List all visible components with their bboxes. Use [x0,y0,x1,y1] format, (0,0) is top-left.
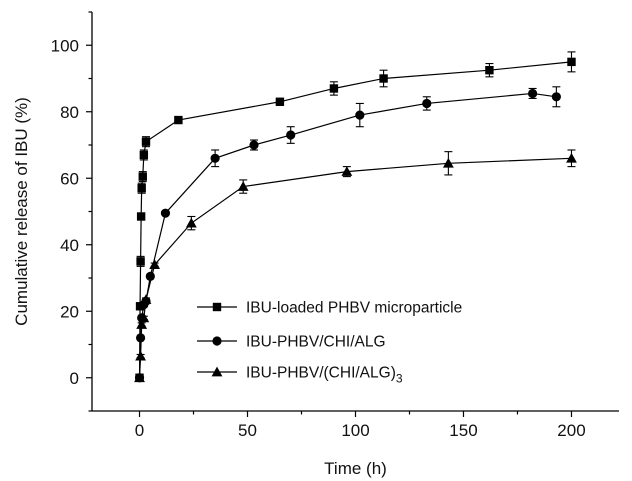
data-point [140,294,152,304]
data-point [136,319,148,329]
data-point [355,110,365,120]
data-point [210,153,220,163]
legend: IBU-loaded PHBV microparticle IBU-PHBV/CH… [197,300,462,386]
data-point [138,172,147,181]
data-point [329,84,339,93]
x-tick-label: 150 [449,421,477,440]
legend-label: IBU-PHBV/(CHI/ALG)3 [246,365,403,386]
data-point [442,157,454,168]
data-point [134,372,145,383]
data-point [275,97,285,106]
data-point [286,130,296,140]
data-point [566,152,577,163]
legend-marker [212,302,222,312]
data-point [567,57,576,67]
y-tick-label: 80 [60,103,79,122]
legend-entry: IBU-PHBV/CHI/ALG [197,334,386,351]
y-tick-label: 20 [60,302,79,321]
data-point [341,166,353,176]
data-point [136,257,145,266]
data-point [379,74,388,83]
data-point [145,271,155,281]
data-point [138,312,150,323]
data-point [137,184,146,193]
data-point [185,217,197,228]
y-tick-label: 40 [60,236,79,255]
data-point [135,333,146,343]
data-point [422,98,432,109]
data-point [136,212,146,221]
legend-label: IBU-PHBV/CHI/ALG [246,334,386,351]
y-tick-label: 0 [70,369,79,388]
data-point [551,92,561,102]
data-point [135,350,146,361]
x-tick-label: 200 [557,421,585,440]
x-tick-label: 0 [135,421,144,440]
series-line [138,61,572,378]
data-point [149,259,161,270]
legend-entry: IBU-PHBV/(CHI/ALG)3 [197,365,403,386]
y-tick-label: 60 [60,169,79,188]
data-point [160,208,171,218]
data-point [528,88,538,99]
y-axis-title: Cumulative release of IBU (%) [12,97,31,326]
data-point [139,150,149,160]
x-axis-title: Time (h) [324,459,387,478]
data-point [174,115,183,125]
plot-area [134,51,577,383]
legend-label: IBU-loaded PHBV microparticle [246,300,462,317]
y-tick-label: 100 [51,36,79,55]
axes: 0 50 100 150 200 0 20 40 60 80 100 [51,11,619,440]
x-tick-label: 50 [238,421,257,440]
legend-subscript: 3 [396,372,403,386]
legend-entry: IBU-loaded PHBV microparticle [197,300,462,317]
data-point [485,65,494,75]
series-1 [135,51,576,382]
data-point [141,137,151,146]
data-point [237,181,249,191]
data-point [249,140,259,150]
legend-marker [211,366,223,377]
legend-marker [212,336,222,346]
x-tick-label: 100 [341,421,369,440]
series-3 [134,149,577,383]
